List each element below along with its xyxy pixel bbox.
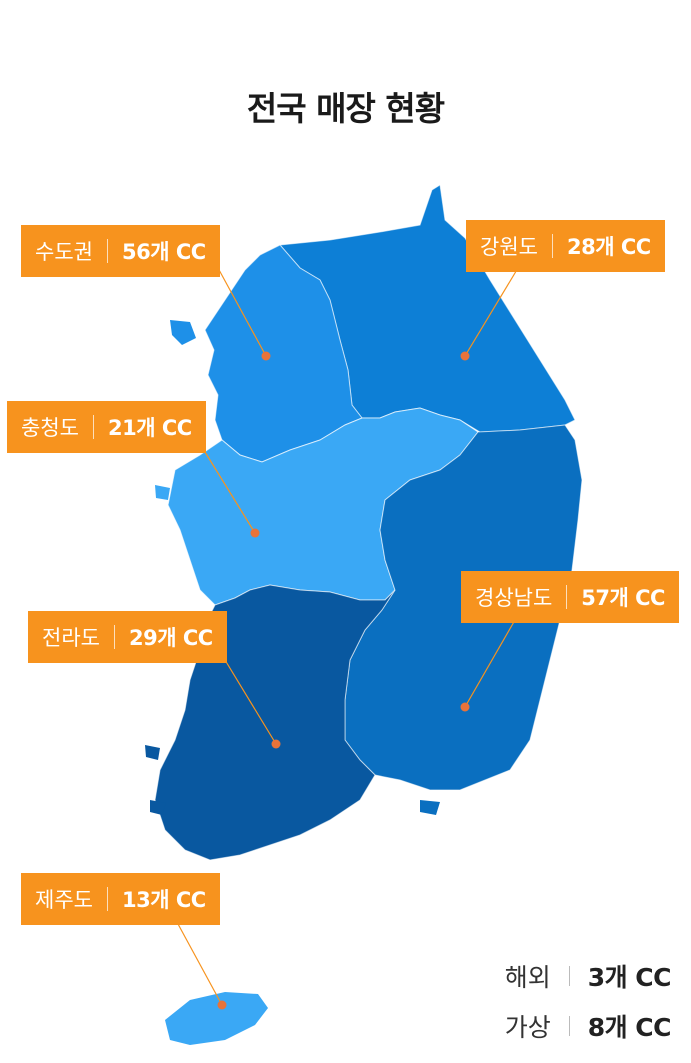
leader-gyeongsang (464, 619, 516, 708)
page-title: 전국 매장 현황 (246, 89, 445, 128)
tag-divider (106, 887, 108, 911)
tag-name: 강원도 (480, 235, 538, 259)
tag-name: 수도권 (35, 240, 93, 264)
tag-name: 전라도 (42, 626, 100, 650)
legend-virtual: 가상 8개 CC (504, 1008, 672, 1044)
legend-count: 8개 CC (587, 1013, 672, 1042)
legend-count: 3개 CC (587, 963, 672, 992)
leader-jeju (177, 923, 223, 1006)
marker-sudogwon (261, 351, 271, 361)
tag-count: 29개 CC (128, 626, 213, 650)
tag-divider (113, 625, 115, 649)
tag-count: 56개 CC (121, 240, 206, 264)
tag-count: 21개 CC (107, 416, 192, 440)
tag-gangwon[interactable]: 강원도 28개 CC (466, 220, 665, 272)
marker-chungcheong (250, 528, 260, 538)
tag-chungcheong[interactable]: 충청도 21개 CC (7, 401, 206, 453)
island (155, 485, 170, 500)
tag-name: 충청도 (21, 416, 79, 440)
marker-jeju (217, 1000, 227, 1010)
tag-jeju[interactable]: 제주도 13개 CC (21, 873, 220, 925)
legend-divider (568, 966, 570, 986)
island (420, 800, 440, 815)
tag-count: 28개 CC (566, 235, 651, 259)
tag-name: 경상남도 (475, 586, 553, 610)
island (170, 320, 196, 345)
tag-divider (92, 415, 94, 439)
leader-chungcheong (204, 451, 256, 534)
leader-sudogwon (217, 267, 267, 357)
region-jeju[interactable] (165, 992, 268, 1045)
tag-sudogwon[interactable]: 수도권 56개 CC (21, 225, 220, 277)
tag-count: 13개 CC (121, 888, 206, 912)
legend-name: 해외 (504, 963, 551, 992)
legend-divider (568, 1016, 570, 1036)
island (145, 745, 160, 760)
tag-divider (566, 585, 568, 609)
tag-count: 57개 CC (581, 586, 665, 610)
legend-overseas: 해외 3개 CC (504, 958, 672, 994)
tag-gyeongsang[interactable]: 경상남도 57개 CC (461, 571, 679, 623)
leader-gangwon (464, 267, 519, 357)
tag-divider (106, 239, 108, 263)
tag-name: 제주도 (35, 888, 93, 912)
tag-divider (551, 234, 553, 258)
marker-gangwon (460, 351, 470, 361)
leader-jeolla (224, 659, 277, 745)
tag-jeolla[interactable]: 전라도 29개 CC (28, 611, 227, 663)
marker-gyeongsang (460, 702, 470, 712)
island (150, 800, 166, 815)
legend-name: 가상 (504, 1013, 551, 1042)
marker-jeolla (271, 739, 281, 749)
